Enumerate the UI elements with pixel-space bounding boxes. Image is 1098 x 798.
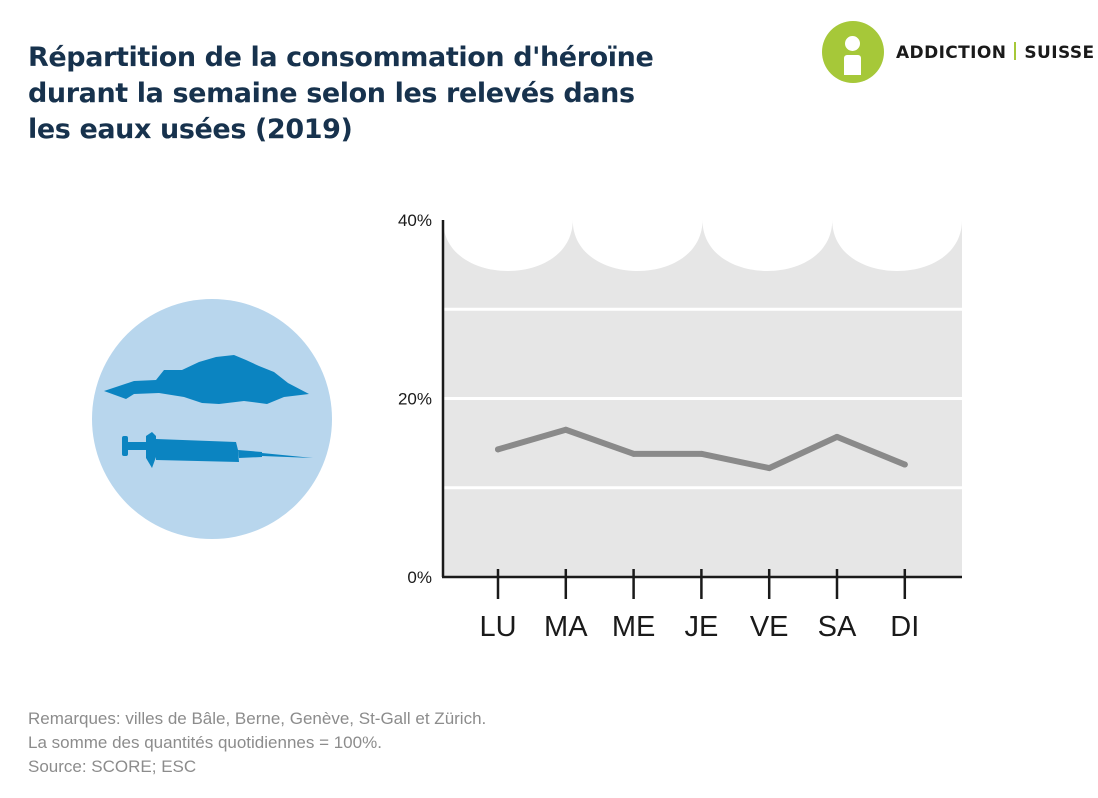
data-point [901,461,908,468]
data-point [495,446,501,453]
y-tick-label: 0% [407,568,432,587]
logo-text-left: ADDICTION [896,42,1007,63]
heroin-illustration [92,299,332,539]
wave-decoration [443,218,962,271]
x-ticks: LU MA ME JE VE SA DI [479,569,919,643]
x-tick-label: JE [684,611,718,643]
y-tick-label: 40% [398,211,432,230]
data-point [766,465,773,472]
x-tick-label: VE [750,611,789,643]
logo-wordmark: ADDICTION SUISSE [896,41,1095,63]
y-tick-labels: 0% 20% 40% [398,211,432,587]
title-line-3: les eaux usées (2019) [28,114,353,145]
illustration-circle [92,299,332,539]
note-source: Source: SCORE; ESC [28,757,197,776]
data-point [630,450,637,457]
logo-person-icon [822,21,884,83]
grid-lines [443,307,962,490]
x-tick-label: DI [890,611,919,643]
x-tick-label: SA [818,611,857,643]
data-point [698,450,705,457]
y-tick-label: 20% [398,390,432,409]
title-line-2: durant la semaine selon les relevés dans [28,78,635,109]
note-sum: La somme des quantités quotidiennes = 10… [28,733,382,752]
title-line-1: Répartition de la consommation d'héroïne [28,42,654,73]
addiction-suisse-logo[interactable]: ADDICTION SUISSE [822,20,1095,84]
heroin-powder-icon [104,355,309,404]
data-point [834,433,840,440]
x-tick-label: LU [479,611,516,643]
chart-title: Répartition de la consommation d'héroïne… [28,40,788,148]
logo-text-right: SUISSE [1024,42,1095,63]
logo-separator [1014,41,1017,60]
wave-cutout [443,218,962,271]
x-tick-label: ME [612,611,656,643]
footnotes: Remarques: villes de Bâle, Berne, Genève… [28,707,486,779]
syringe-icon [122,432,313,468]
series-line [495,426,908,472]
note-remarks: Remarques: villes de Bâle, Berne, Genève… [28,709,487,728]
data-point [562,426,569,433]
line-chart: 0% 20% 40% LU MA ME JE VE SA DI [398,211,962,643]
x-tick-label: MA [544,611,588,643]
